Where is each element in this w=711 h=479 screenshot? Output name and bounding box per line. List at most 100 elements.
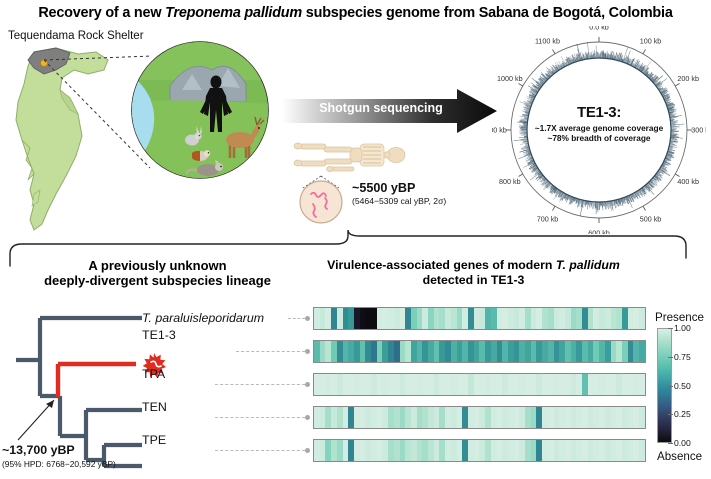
heatmap-cell [536,407,543,428]
heatmap-cell [570,341,577,362]
heatmap-cell [553,341,560,362]
heatmap-cell [445,374,451,395]
heatmap-cell [599,374,605,395]
heatmap-cell [353,341,360,362]
heatmap-cell [593,407,600,428]
heatmap-cell [382,308,389,329]
heatmap-cell [359,374,366,395]
heatmap-cell [336,407,343,428]
heatmap-cell [502,440,508,461]
page-title: Recovery of a new Treponema pallidum sub… [0,5,711,21]
tip-connector-1 [288,318,305,320]
heatmap-cell [348,407,354,428]
heatmap-cell [599,308,605,329]
heatmap-cell [410,407,417,428]
shotgun-sequencing-arrow: Shotgun sequencing [282,88,497,134]
section-brace [8,228,698,268]
heatmap-cell [559,308,565,329]
heatmap-cell [587,440,594,461]
heatmap-cell [422,440,429,461]
heatmap-cell [433,374,440,395]
heatmap-cell [393,308,400,329]
heatmap-cell [507,374,514,395]
heatmap-cell [371,374,377,395]
heatmap-cell [399,440,406,461]
heatmap-cell [331,308,337,329]
heatmap-cell [342,407,349,428]
heatmap-cell [319,341,326,362]
spirochete-inset [295,174,347,226]
heatmap-cell [433,341,440,362]
heatmap-cell [467,374,474,395]
genome-tick-label: 500 kb [640,215,662,224]
heatmap-cell [439,407,446,428]
genome-tick-label: 0.0 kb [589,26,609,32]
heatmap-cell [365,374,372,395]
heatmap-cell [462,440,468,461]
heatmap-cell [331,407,337,428]
heatmap-cell [371,341,377,362]
heatmap-cell [490,341,497,362]
heatmap-cell [342,440,349,461]
heatmap-cell [382,407,389,428]
heatmap-cell [428,440,434,461]
heatmap-cell [314,341,320,362]
heatmap-cell [371,308,377,329]
heatmap-cell [365,341,372,362]
divergence-date: ~13,700 yBP [2,443,75,457]
legend-tick-label: 0.50 [674,380,691,391]
heatmap-cell [621,308,628,329]
heatmap-cell [633,440,640,461]
heatmap-row-2 [313,340,646,363]
heatmap-cell [405,440,411,461]
heatmap-cell [639,374,645,395]
heatmap-cell [388,341,394,362]
heatmap-cell [456,440,463,461]
heatmap-cell [639,407,645,428]
heatmap-cell [405,341,411,362]
heatmap-cell [376,308,383,329]
heatmap-cell [410,341,417,362]
heatmap-cell [553,308,560,329]
heatmap-cell [553,374,560,395]
tip-connector-dot-4 [305,415,310,420]
heatmap-cell [485,374,491,395]
heatmap-cell [348,374,354,395]
heatmap-cell [576,440,583,461]
heatmap-row-3 [313,373,646,396]
title-pre: Recovery of a new [38,5,166,21]
heatmap-cell [456,341,463,362]
heatmap-cell [319,374,326,395]
heatmap-cell [530,308,537,329]
heatmap-cell [559,440,565,461]
heatmap-cell [633,374,640,395]
heatmap-cell [621,374,628,395]
heatmap-cell [587,374,594,395]
heatmap-cell [542,440,548,461]
te13-starburst-badge [142,353,167,378]
heatmap-cell [439,440,446,461]
heatmap-cell [479,341,486,362]
heatmap-cell [525,440,531,461]
heatmap-cell [496,440,503,461]
heatmap-cell [450,341,457,362]
heatmap-cell [519,308,526,329]
habitat-scene [130,40,270,180]
heatmap-cell [604,440,611,461]
genome-name: TE1-3: [576,104,622,121]
heatmap-cell [462,308,468,329]
heatmap-cell [621,440,628,461]
heatmap-cell [576,308,583,329]
heatmap-cell [433,407,440,428]
heatmap-cell [627,440,634,461]
heatmap-cell [456,308,463,329]
heatmap-cell [422,374,429,395]
heatmap-cell [559,374,565,395]
heatmap-cell [428,407,434,428]
heatmap-cell [353,407,360,428]
heatmap-cell [473,341,480,362]
heatmap-cell [582,308,588,329]
legend-tick-mark [668,328,673,329]
heatmap-cell [485,308,491,329]
heatmap-cell [376,341,383,362]
